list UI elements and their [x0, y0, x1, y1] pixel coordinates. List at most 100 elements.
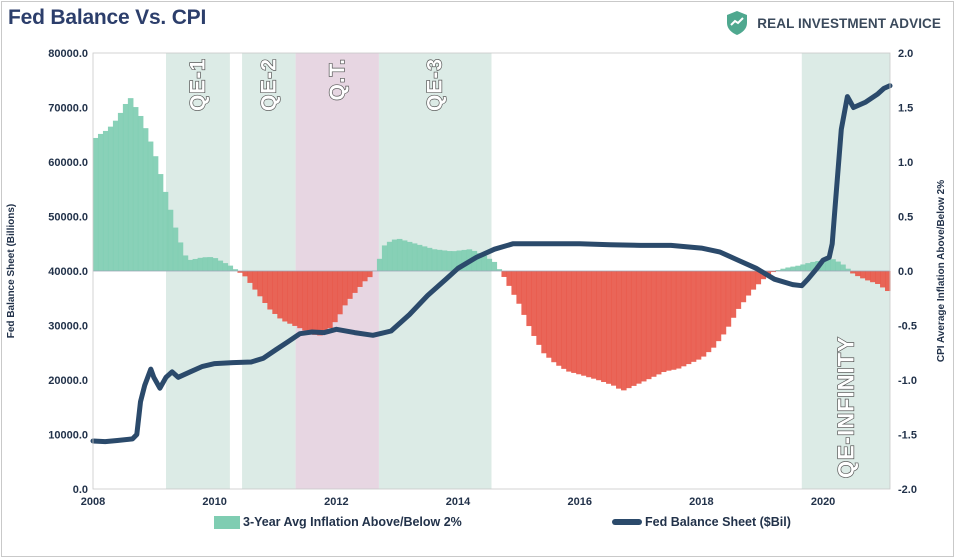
inflation-bar: [805, 263, 811, 271]
inflation-bar: [192, 258, 199, 271]
inflation-bar: [486, 258, 493, 271]
inflation-bar: [401, 240, 408, 271]
x-tick: 2012: [324, 496, 348, 508]
inflation-bar: [645, 271, 652, 380]
inflation-bar: [102, 130, 109, 271]
inflation-bar: [780, 268, 786, 271]
inflation-bar: [506, 271, 513, 286]
inflation-bar: [546, 271, 552, 358]
inflation-bar: [795, 265, 801, 271]
y-right-tick: 0.5: [898, 212, 913, 224]
y-right-tick: 1.5: [898, 103, 913, 115]
inflation-bar: [561, 271, 567, 369]
inflation-bar: [730, 271, 737, 318]
inflation-bar: [670, 271, 677, 370]
inflation-bar: [451, 251, 458, 271]
inflation-bar: [885, 271, 891, 292]
brand-logo: REAL INVESTMENT ADVICE: [725, 10, 941, 36]
inflation-bar: [302, 271, 308, 331]
inflation-bar: [521, 271, 527, 315]
inflation-bar: [97, 133, 104, 271]
inflation-bar: [850, 271, 856, 274]
inflation-bar: [770, 271, 777, 273]
inflation-bar: [157, 174, 164, 271]
shield-logo-icon: [727, 11, 748, 35]
inflation-bar: [327, 271, 333, 329]
inflation-bar: [317, 271, 323, 336]
inflation-bar: [616, 271, 622, 389]
inflation-bar: [541, 271, 547, 354]
inflation-bar: [347, 271, 353, 299]
inflation-bar: [332, 271, 338, 323]
inflation-area: [93, 98, 891, 391]
inflation-bar: [197, 257, 204, 271]
inflation-bar: [212, 258, 219, 271]
inflation-bar: [581, 271, 587, 376]
inflation-bar: [665, 271, 672, 371]
inflation-bar: [386, 241, 393, 271]
inflation-bar: [282, 271, 288, 322]
inflation-bar: [611, 271, 617, 386]
inflation-bar: [516, 271, 522, 304]
inflation-bar: [426, 247, 433, 271]
inflation-bar: [137, 115, 144, 271]
inflation-bar: [655, 271, 662, 375]
inflation-bar: [860, 271, 866, 279]
y-right-tick: -0.5: [898, 321, 917, 333]
inflation-bar: [132, 107, 139, 271]
inflation-bar: [830, 259, 836, 271]
inflation-bar: [152, 156, 159, 271]
inflation-bar: [820, 260, 826, 271]
inflation-bar: [690, 271, 697, 362]
inflation-bar: [167, 209, 174, 271]
y-left-tick: 60000.0: [48, 157, 88, 169]
inflation-bar: [441, 250, 448, 271]
inflation-bar: [511, 271, 518, 295]
inflation-bar: [875, 271, 881, 284]
inflation-bar: [840, 264, 846, 271]
inflation-bar: [292, 271, 298, 326]
inflation-bar: [342, 271, 348, 306]
inflation-bar: [217, 260, 224, 271]
inflation-bar: [735, 271, 742, 309]
inflation-bar: [685, 271, 692, 365]
inflation-bar: [531, 271, 537, 336]
y-left-tick: 0.0: [73, 484, 88, 496]
x-tick: 2016: [567, 496, 591, 508]
inflation-bar: [630, 271, 637, 386]
inflation-bar: [800, 264, 806, 271]
inflation-bar: [411, 243, 418, 271]
inflation-bar: [416, 244, 423, 271]
y-right-tick: -1.5: [898, 430, 917, 442]
inflation-bar: [272, 271, 278, 314]
inflation-bar: [790, 266, 796, 271]
inflation-bar: [675, 271, 682, 369]
inflation-bar: [456, 250, 463, 271]
inflation-bar: [650, 271, 657, 377]
inflation-bar: [660, 271, 667, 373]
inflation-bar: [571, 271, 577, 373]
y-right-tick: 2.0: [898, 48, 913, 60]
inflation-bar: [551, 271, 557, 363]
inflation-bar: [352, 271, 358, 293]
inflation-bar: [247, 271, 253, 283]
legend-label-balance: Fed Balance Sheet ($Bil): [645, 515, 791, 529]
inflation-bar: [825, 258, 831, 271]
band-label-0: QE-1: [186, 58, 209, 111]
y-right-tick: 0.0: [898, 266, 913, 278]
inflation-bar: [267, 271, 273, 310]
inflation-bar: [556, 271, 562, 366]
x-tick: 2020: [811, 496, 835, 508]
inflation-bar: [297, 271, 303, 329]
y-right-tick: -2.0: [898, 484, 917, 496]
legend-item-balance: Fed Balance Sheet ($Bil): [612, 515, 791, 529]
inflation-bar: [431, 249, 438, 271]
inflation-bar: [446, 251, 453, 271]
inflation-bar: [147, 141, 154, 271]
inflation-bar: [536, 271, 542, 345]
inflation-bar: [750, 271, 757, 290]
inflation-bar: [357, 271, 363, 287]
inflation-bar: [182, 255, 189, 271]
legend-item-inflation: 3-Year Avg Inflation Above/Below 2%: [214, 515, 462, 529]
inflation-bar: [406, 241, 413, 271]
